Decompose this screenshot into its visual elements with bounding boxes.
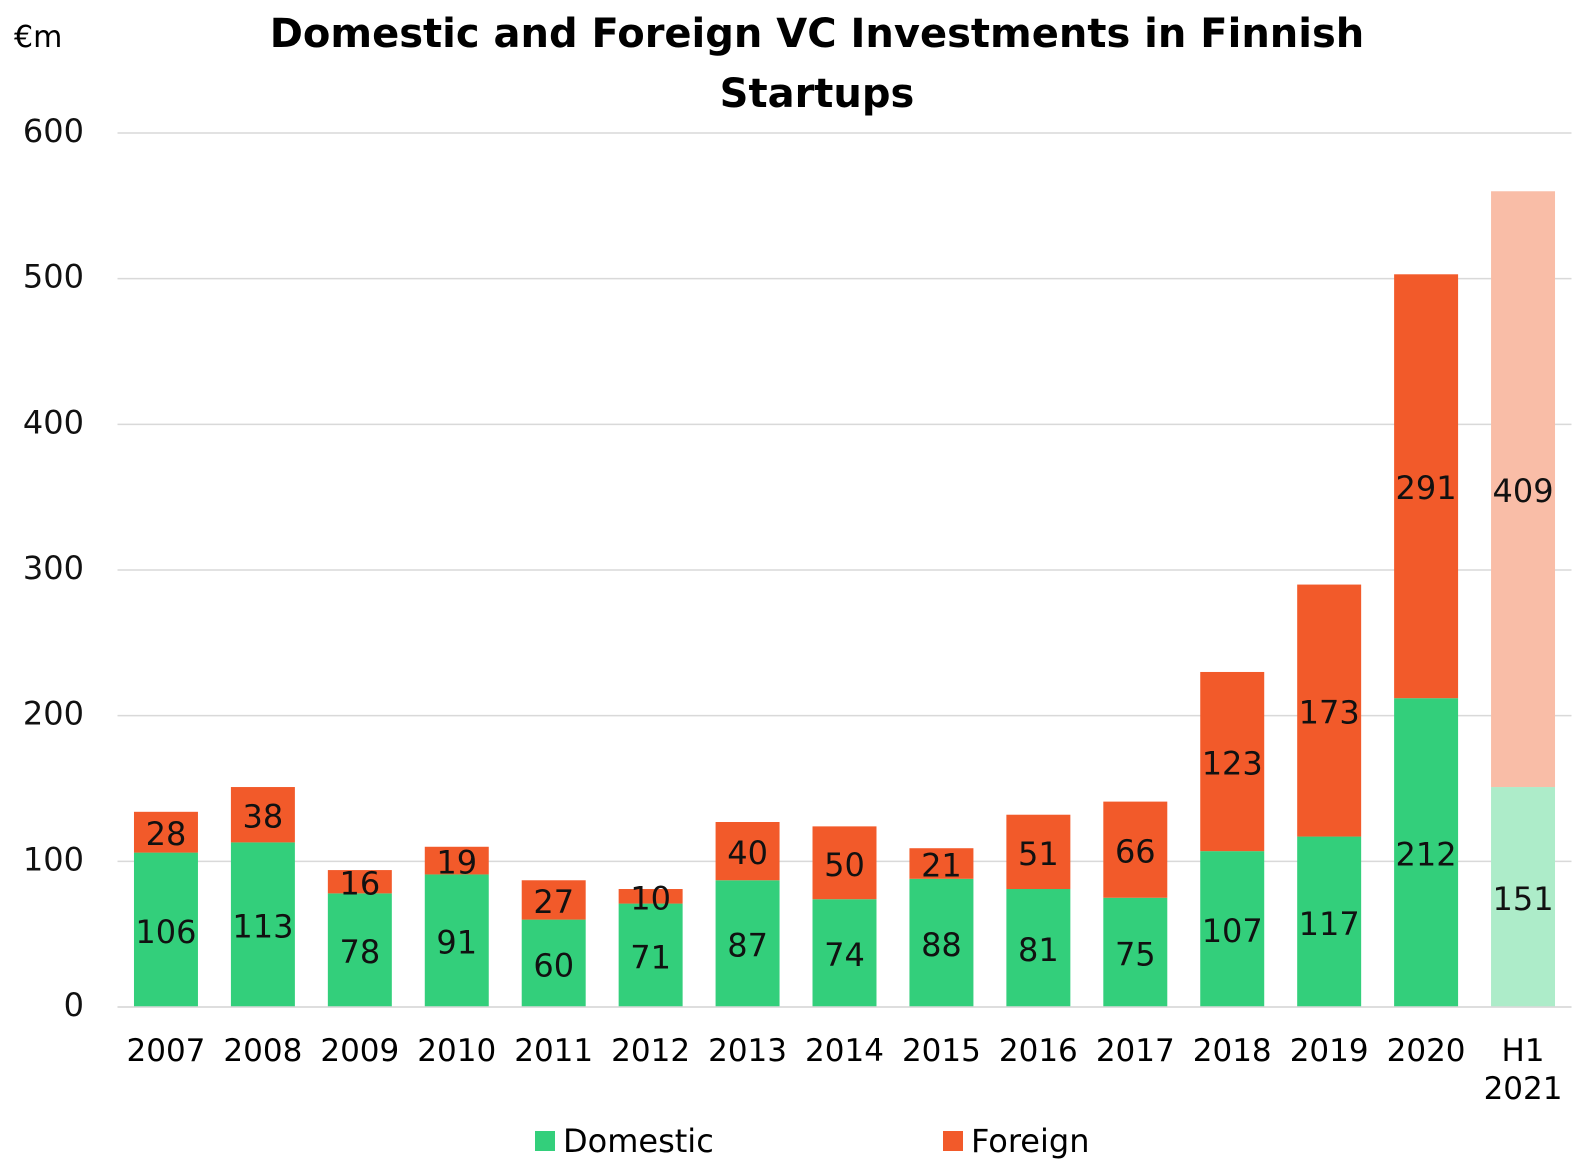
legend-item: Foreign — [943, 1122, 1089, 1160]
bar-segment — [521, 919, 586, 1007]
x-tick-label: 2012 — [611, 1033, 691, 1069]
value-label: 21 — [921, 847, 962, 885]
bar-segment — [133, 852, 198, 1007]
legend-label: Domestic — [563, 1122, 714, 1160]
value-label: 71 — [630, 938, 671, 976]
x-tick-label: 2015 — [901, 1033, 981, 1069]
x-tick-label: 2017 — [1095, 1033, 1175, 1069]
x-tick-label: 2018 — [1192, 1033, 1272, 1069]
value-label: 123 — [1202, 745, 1263, 783]
bar-segment — [812, 899, 877, 1007]
bar-segment — [715, 822, 780, 881]
bar-segment — [715, 880, 780, 1007]
bar-segment — [1394, 698, 1459, 1007]
bar-segment — [1103, 897, 1168, 1007]
bar-segment — [424, 846, 489, 875]
value-label: 27 — [533, 883, 574, 921]
x-tick-label: 2007 — [126, 1033, 206, 1069]
x-tick-label: 2009 — [320, 1033, 400, 1069]
bar-segment — [1394, 274, 1459, 699]
bar-segment — [1297, 584, 1362, 837]
bar-segment — [133, 811, 198, 853]
value-label: 117 — [1299, 905, 1360, 943]
bar-segment — [618, 889, 683, 904]
value-label: 106 — [135, 913, 196, 951]
x-tick-label: 2008 — [223, 1033, 303, 1069]
y-tick-label: 200 — [23, 695, 84, 733]
value-label: 10 — [630, 879, 671, 917]
legend-swatch — [535, 1131, 555, 1151]
bar-segment — [909, 848, 974, 879]
x-tick-label: 2011 — [514, 1033, 594, 1069]
bar-segment — [1491, 787, 1556, 1007]
y-tick-label: 400 — [23, 403, 84, 441]
value-label: 78 — [339, 933, 380, 971]
bar-segment — [1200, 671, 1265, 852]
value-label: 38 — [243, 798, 284, 836]
value-label: 107 — [1202, 912, 1263, 950]
bar-segment — [1491, 191, 1556, 788]
x-tick-label: 2020 — [1386, 1033, 1466, 1069]
bar-segment — [230, 842, 295, 1007]
legend-label: Foreign — [971, 1122, 1090, 1160]
y-axis-label: €m — [14, 20, 63, 55]
value-label: 151 — [1492, 880, 1553, 918]
bar-segment — [1297, 836, 1362, 1007]
y-tick-label: 500 — [23, 258, 84, 296]
x-tick-label: 2016 — [998, 1033, 1078, 1069]
x-tick-label: 2014 — [805, 1033, 884, 1069]
value-label: 66 — [1115, 833, 1156, 871]
bar-segment — [327, 870, 392, 894]
value-label: 173 — [1299, 694, 1360, 732]
value-label: 81 — [1018, 931, 1059, 969]
bar-segment — [327, 893, 392, 1007]
value-label: 291 — [1396, 469, 1457, 507]
bar-segment — [1006, 889, 1071, 1007]
bar-segment — [424, 874, 489, 1007]
value-label: 74 — [824, 936, 865, 974]
x-tick-label: 2010 — [417, 1033, 497, 1069]
y-tick-label: 0 — [64, 986, 84, 1024]
bar-segment — [909, 878, 974, 1007]
bar-segment — [230, 787, 295, 843]
x-tick-label: H1 2021 — [1483, 1033, 1563, 1107]
bar-segment — [1200, 851, 1265, 1007]
value-label: 113 — [232, 908, 293, 946]
y-tick-label: 300 — [23, 549, 84, 587]
value-label: 409 — [1492, 472, 1553, 510]
value-label: 212 — [1396, 836, 1457, 874]
x-tick-label: 2019 — [1289, 1033, 1369, 1069]
value-label: 91 — [436, 924, 477, 962]
legend-item: Domestic — [535, 1122, 714, 1160]
value-label: 60 — [533, 946, 574, 984]
bar-segment — [618, 903, 683, 1007]
y-tick-label: 600 — [23, 112, 84, 150]
bar-segment — [521, 880, 586, 920]
value-label: 19 — [436, 844, 477, 882]
value-label: 50 — [824, 846, 865, 884]
value-label: 51 — [1018, 835, 1059, 873]
legend-swatch — [943, 1131, 963, 1151]
y-tick-label: 100 — [23, 840, 84, 878]
value-label: 28 — [146, 815, 187, 853]
bar-segment — [1006, 814, 1071, 890]
chart-title: Domestic and Foreign VC Investments in F… — [269, 11, 1365, 117]
value-label: 87 — [727, 927, 768, 965]
value-label: 75 — [1115, 935, 1156, 973]
value-label: 88 — [921, 926, 962, 964]
x-tick-label: 2013 — [708, 1033, 787, 1069]
bar-segment — [1103, 801, 1168, 898]
value-label: 40 — [727, 834, 768, 872]
bar-segment — [812, 826, 877, 900]
value-label: 16 — [339, 865, 380, 903]
